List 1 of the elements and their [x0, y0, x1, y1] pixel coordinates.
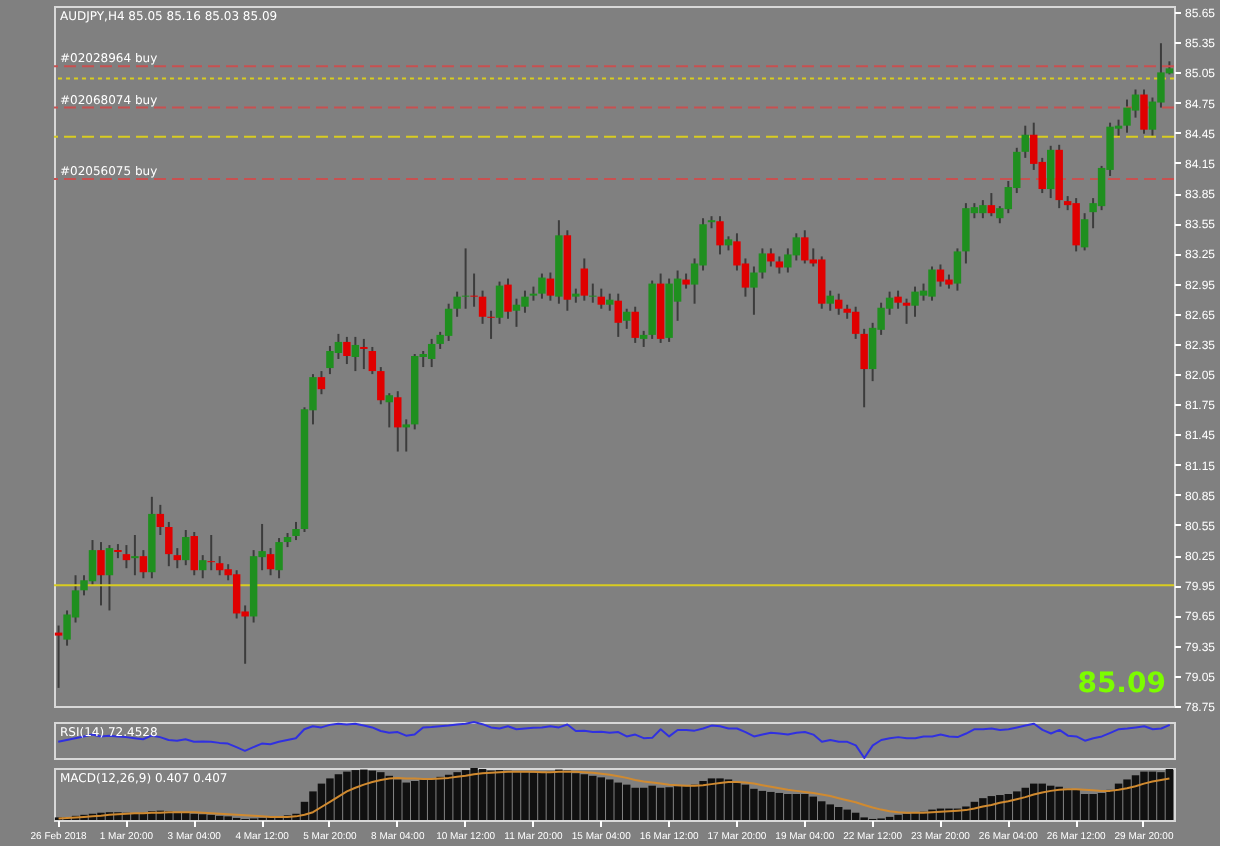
annotation: 85.09: [1077, 668, 1166, 700]
